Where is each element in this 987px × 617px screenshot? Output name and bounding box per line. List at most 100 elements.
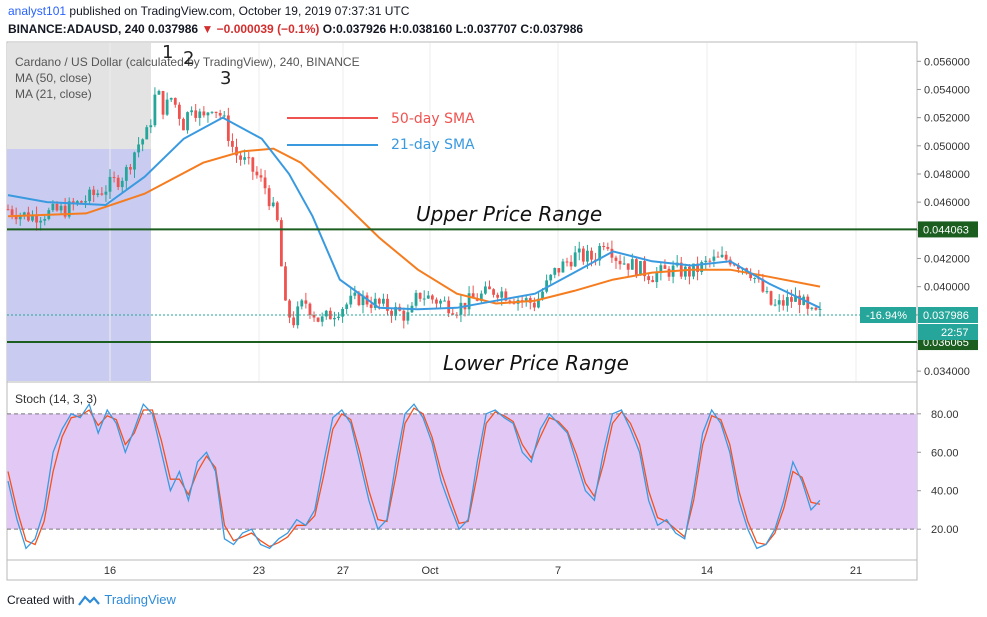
candle-body xyxy=(769,291,773,305)
price-tick-label: 0.040000 xyxy=(924,282,970,294)
candle-body xyxy=(35,214,38,223)
candle-body xyxy=(561,261,565,273)
candle-body xyxy=(708,260,712,262)
candle-body xyxy=(667,268,671,277)
price-tick-label: 0.050000 xyxy=(924,141,970,153)
candle-body xyxy=(683,266,687,277)
time-tick-label: 16 xyxy=(104,565,116,577)
sma21-line xyxy=(7,116,821,311)
candle-body xyxy=(634,259,638,276)
wave-label-3: 3 xyxy=(220,68,231,89)
candle-body xyxy=(296,306,300,326)
candle-body xyxy=(324,310,328,317)
price-tags: 0.044063 0.037986 0.036065 -16.94% 22:57 xyxy=(860,221,978,351)
price-tick-label: 0.034000 xyxy=(924,366,970,378)
candle-body xyxy=(459,302,463,315)
candle-body xyxy=(426,295,430,299)
candle-body xyxy=(96,193,100,196)
candle-body xyxy=(67,201,71,217)
candle-body xyxy=(337,316,340,318)
chart-title: Cardano / US Dollar (calculated by Tradi… xyxy=(15,55,360,69)
candle-body xyxy=(169,97,173,100)
candle-body xyxy=(663,265,667,269)
candle-body xyxy=(312,314,316,318)
candle-body xyxy=(22,212,26,216)
candle-body xyxy=(659,265,663,273)
candle-body xyxy=(333,317,336,320)
candle-body xyxy=(451,313,455,315)
price-tag-level xyxy=(918,221,978,238)
time-axis[interactable] xyxy=(6,559,918,581)
chart-canvas[interactable]: Cardano / US Dollar (calculated by Tradi… xyxy=(0,0,987,585)
candle-body xyxy=(471,293,475,299)
candle-body xyxy=(353,292,357,296)
price-tag-last xyxy=(918,307,978,324)
stoch-tick-label: 60.00 xyxy=(931,447,959,459)
price-tick-label: 0.054000 xyxy=(924,84,970,96)
candle-body xyxy=(275,202,279,221)
candle-body xyxy=(557,268,561,273)
candle-body xyxy=(573,252,577,267)
stoch-title: Stoch (14, 3, 3) xyxy=(15,392,97,406)
candle-body xyxy=(732,264,736,266)
candle-body xyxy=(161,91,165,115)
candle-body xyxy=(422,298,426,300)
candle-body xyxy=(288,300,291,318)
change-pct-label: -16.94% xyxy=(866,310,907,322)
close-value: 0.037986 xyxy=(533,22,584,36)
candle-body xyxy=(794,295,797,302)
change-pct-badge xyxy=(860,307,916,324)
candle-body xyxy=(186,112,189,131)
candle-body xyxy=(345,304,349,309)
candle-body xyxy=(785,297,789,306)
candle-body xyxy=(541,291,544,299)
high-value: 0.038160 xyxy=(402,22,453,36)
candle-body xyxy=(761,279,765,292)
candle-body xyxy=(51,203,55,211)
candle-body xyxy=(116,177,120,188)
candle-body xyxy=(386,298,389,311)
candle-body xyxy=(622,263,626,265)
open-label: O: xyxy=(322,22,337,36)
candle-body xyxy=(247,157,251,159)
candle-body xyxy=(492,289,495,295)
candle-body xyxy=(75,201,79,205)
candle-body xyxy=(569,261,573,267)
price-tag-label: 0.037986 xyxy=(923,310,969,322)
candle-body xyxy=(267,188,271,207)
price-tick-label: 0.046000 xyxy=(924,197,970,209)
candle-body xyxy=(639,261,642,276)
candle-body xyxy=(655,272,659,283)
publish-info: analyst101 published on TradingView.com,… xyxy=(8,4,409,18)
time-tick-label: 14 xyxy=(701,565,713,577)
candle-body xyxy=(418,292,422,299)
candle-body xyxy=(696,263,699,272)
price-pane[interactable] xyxy=(6,41,918,383)
candle-body xyxy=(479,293,483,301)
candle-body xyxy=(43,218,47,221)
candle-body xyxy=(626,263,630,270)
candle-body xyxy=(553,268,557,275)
candle-body xyxy=(630,259,634,270)
candle-body xyxy=(300,300,304,307)
tradingview-logo-icon xyxy=(78,594,101,606)
candle-body xyxy=(31,214,34,221)
time-tick-label: 23 xyxy=(253,565,265,577)
candle-body xyxy=(390,310,393,316)
candle-body xyxy=(27,212,30,221)
tradingview-link[interactable]: TradingView xyxy=(104,592,176,607)
candle-body xyxy=(602,245,606,248)
time-tick-label: 27 xyxy=(337,565,349,577)
candle-body xyxy=(504,291,508,301)
candle-body xyxy=(304,300,308,304)
candle-body xyxy=(292,317,296,326)
author-link[interactable]: analyst101 xyxy=(8,4,67,18)
candle-body xyxy=(357,292,361,306)
candle-body xyxy=(581,248,585,262)
candle-body xyxy=(704,260,708,263)
candle-body xyxy=(414,292,418,306)
symbol-label: BINANCE:ADAUSD, 240 xyxy=(8,22,145,36)
candle-body xyxy=(92,189,96,196)
lower-range-label: Lower Price Range xyxy=(443,351,629,375)
candle-body xyxy=(104,191,108,195)
